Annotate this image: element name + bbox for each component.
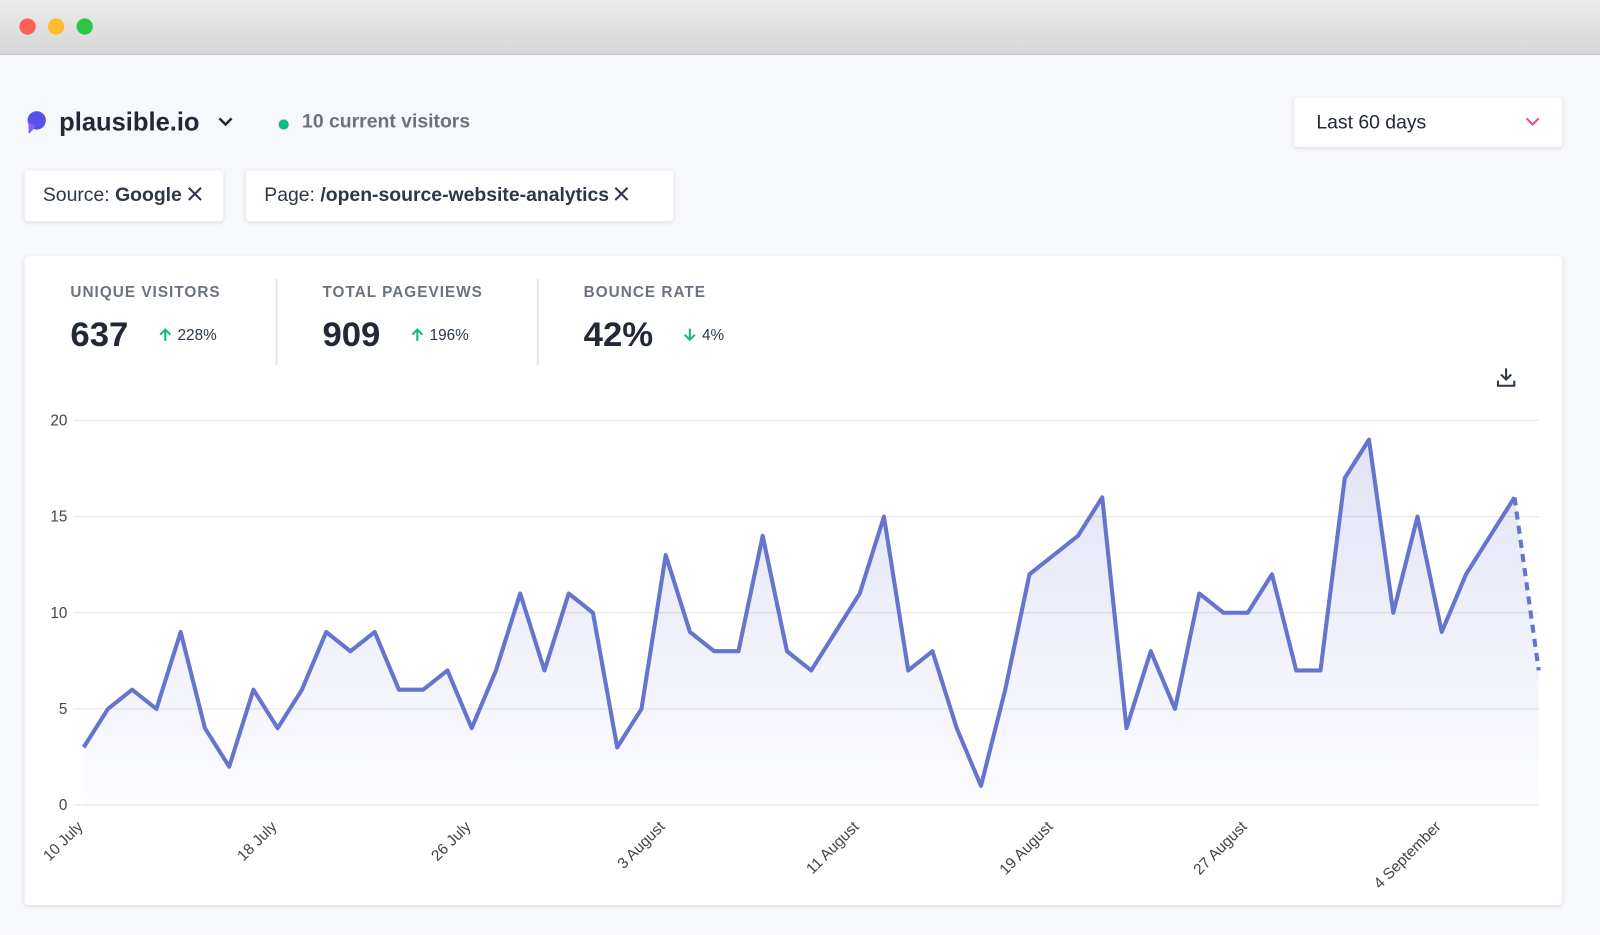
stat-label: TOTAL PAGEVIEWS <box>322 283 483 302</box>
arrow-shape <box>683 328 696 342</box>
stat-label: BOUNCE RATE <box>583 283 707 302</box>
x-tick-label: 26 July <box>428 818 475 865</box>
period-label: Last 60 days <box>1316 112 1427 134</box>
zoom-button[interactable] <box>76 18 93 35</box>
line-incomplete <box>1512 497 1541 671</box>
minimize-button[interactable] <box>47 18 65 35</box>
area <box>83 439 1539 806</box>
x-tick-label: 27 August <box>1190 818 1251 879</box>
remove-filter[interactable] <box>187 187 202 201</box>
logo <box>27 111 46 134</box>
x-tick-label: 11 August <box>803 818 863 878</box>
y-tick-label: 0 <box>59 797 68 814</box>
site-name[interactable]: plausible.io <box>59 108 200 137</box>
y-tick-label: 10 <box>50 605 67 622</box>
change-arrow <box>411 328 424 341</box>
download-button[interactable] <box>1496 366 1516 388</box>
filter-label: Page: <box>264 184 315 207</box>
x-tick-label: 10 July <box>40 818 87 865</box>
stat-value: 42% <box>583 315 654 355</box>
divider <box>536 278 539 366</box>
change-arrow <box>683 328 696 342</box>
divider <box>275 278 278 366</box>
arrow-shape <box>411 328 424 341</box>
chart: 0 5 10 15 20 10 July 18 July 26 July 3 August 11 … <box>40 413 1541 892</box>
stat-change: 228% <box>177 326 217 344</box>
x-tick-label: 3 August <box>614 818 669 873</box>
live-dot <box>278 119 289 130</box>
filter[interactable]: Page: /open-source-website-analytics <box>245 170 674 222</box>
change-arrow <box>159 328 172 341</box>
y-tick-label: 15 <box>50 509 67 526</box>
filter-value: Google <box>115 184 182 207</box>
y-tick-label: 20 <box>50 413 67 430</box>
y-tick-label: 5 <box>59 701 68 718</box>
stat-label: UNIQUE VISITORS <box>70 283 221 302</box>
remove-filter[interactable] <box>614 187 629 201</box>
site-chevron[interactable] <box>216 114 234 128</box>
line <box>81 437 1517 788</box>
close-button[interactable] <box>19 18 36 35</box>
stat-change: 196% <box>429 326 469 344</box>
current-visitors[interactable]: 10 current visitors <box>302 111 471 133</box>
stat-change: 4% <box>702 326 725 344</box>
filter[interactable]: Source: Google <box>24 170 224 222</box>
title-bar <box>0 0 1600 56</box>
arrow-shape <box>159 328 172 341</box>
period-dropdown[interactable]: Last 60 days <box>1293 97 1563 147</box>
x-tick-label: 19 August <box>996 818 1057 879</box>
filter-value: /open-source-website-analytics <box>320 184 610 207</box>
period-chevron <box>1525 117 1540 126</box>
x-tick-label: 4 September <box>1371 818 1445 892</box>
stats-card: 0 5 10 15 20 10 July 18 July 26 July 3 August 11 … <box>24 256 1563 906</box>
stat-value: 637 <box>70 315 129 355</box>
stat-value: 909 <box>322 315 381 355</box>
x-tick-label: 18 July <box>234 818 281 865</box>
filter-label: Source: <box>42 184 110 207</box>
